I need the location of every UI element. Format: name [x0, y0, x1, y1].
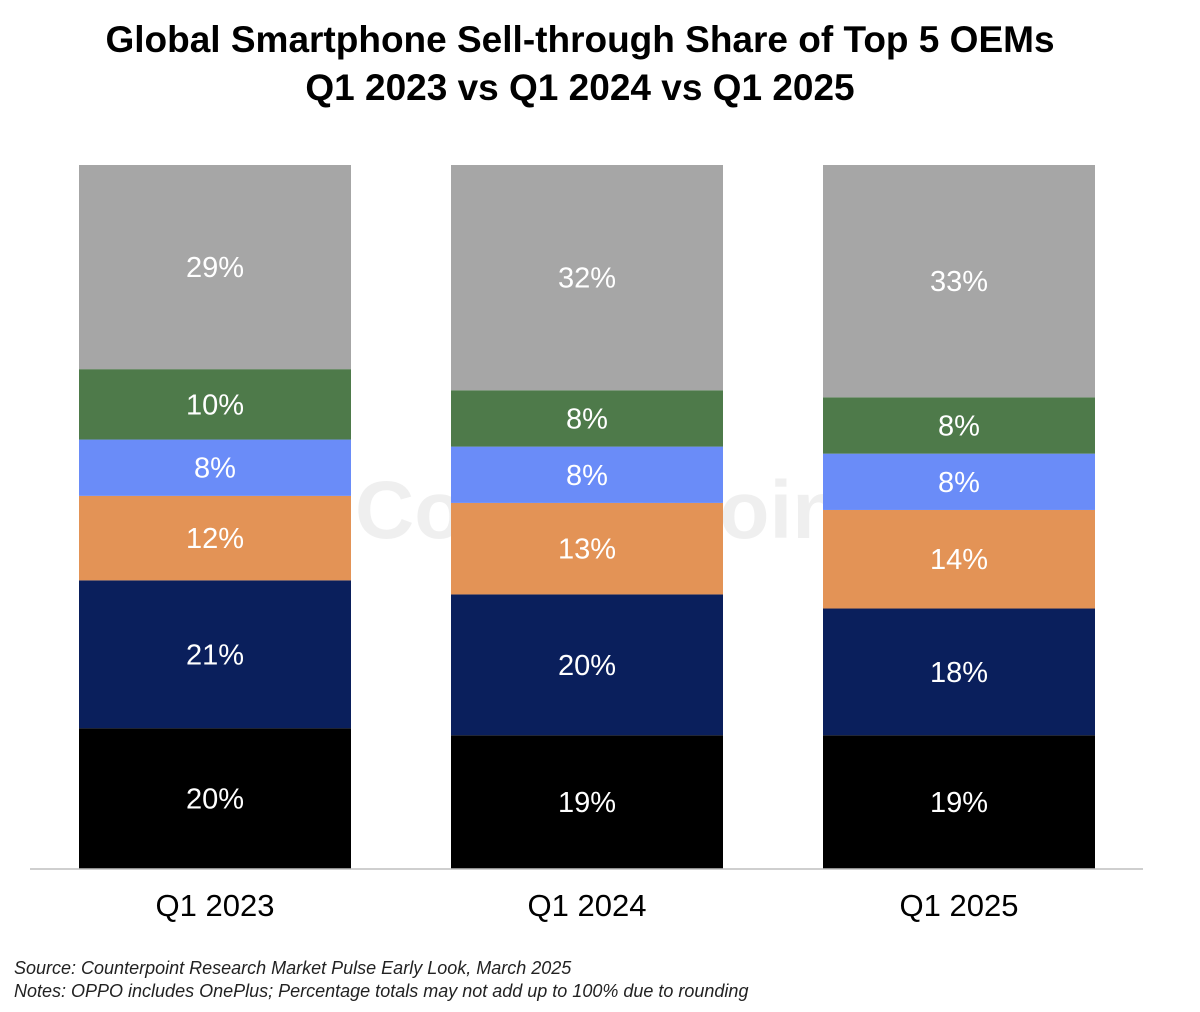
bar-segment-q1-2025-s4	[823, 453, 1095, 510]
bar-segment-q1-2024-s3	[451, 502, 723, 595]
data-label-q1-2024-s5: 8%	[566, 403, 608, 435]
data-label-q1-2024-s4: 8%	[566, 460, 608, 492]
x-tick-label-q1-2024: Q1 2024	[528, 888, 647, 923]
source-note: Source: Counterpoint Research Market Pul…	[14, 958, 572, 978]
data-label-q1-2023-s4: 8%	[194, 453, 236, 485]
bar-segment-q1-2023-s2	[79, 580, 351, 729]
x-tick-label-q1-2023: Q1 2023	[156, 888, 275, 923]
data-label-q1-2025-s2: 18%	[930, 657, 988, 689]
bar-labels-group: 20% 21% 12% 8% 10% 29% 19% 20% 13% 8% 8% 32% 19% 18% 1…	[186, 252, 988, 819]
stacked-bar-chart: Counterpoint 20%21%12%8%10%29%19%20%13%8…	[30, 165, 1143, 923]
data-label-q1-2023-s6: 29%	[186, 252, 244, 284]
bar-segment-q1-2024-s4	[451, 446, 723, 503]
bar-segment-q1-2023-s5	[79, 369, 351, 440]
data-label-q1-2023-s1: 20%	[186, 784, 244, 816]
bar-segment-q1-2025-s1	[823, 735, 1095, 869]
x-axis-ticks: Q1 2023 Q1 2024 Q1 2025	[156, 888, 1019, 923]
data-label-q1-2025-s3: 14%	[930, 544, 988, 576]
bar-segment-q1-2025-s5	[823, 397, 1095, 454]
notes-text: Notes: OPPO includes OnePlus; Percentage…	[14, 981, 749, 1001]
bars-group	[79, 165, 1095, 869]
data-label-q1-2024-s1: 19%	[558, 787, 616, 819]
bar-segment-q1-2023-s3	[79, 495, 351, 581]
bar-segment-q1-2025-s6	[823, 165, 1095, 398]
x-tick-label-q1-2025: Q1 2025	[900, 888, 1019, 923]
bar-segment-q1-2023-s4	[79, 439, 351, 496]
bar-segment-q1-2024-s1	[451, 735, 723, 869]
data-label-q1-2024-s6: 32%	[558, 263, 616, 295]
data-label-q1-2023-s3: 12%	[186, 523, 244, 555]
bar-segment-q1-2024-s2	[451, 594, 723, 736]
data-label-q1-2023-s5: 10%	[186, 389, 244, 421]
chart-title: Global Smartphone Sell-through Share of …	[105, 19, 1055, 60]
data-label-q1-2025-s1: 19%	[930, 787, 988, 819]
chart-subtitle: Q1 2023 vs Q1 2024 vs Q1 2025	[305, 67, 855, 108]
data-label-q1-2025-s5: 8%	[938, 410, 980, 442]
bar-segment-q1-2024-s6	[451, 165, 723, 391]
bar-segment-q1-2024-s5	[451, 390, 723, 447]
data-label-q1-2025-s4: 8%	[938, 467, 980, 499]
bar-segment-q1-2023-s6	[79, 165, 351, 370]
data-label-q1-2024-s3: 13%	[558, 534, 616, 566]
bar-segment-q1-2025-s3	[823, 509, 1095, 609]
bar-segment-q1-2023-s1	[79, 728, 351, 869]
bar-segment-q1-2025-s2	[823, 608, 1095, 736]
data-label-q1-2024-s2: 20%	[558, 650, 616, 682]
data-label-q1-2025-s6: 33%	[930, 266, 988, 298]
data-label-q1-2023-s2: 21%	[186, 639, 244, 671]
